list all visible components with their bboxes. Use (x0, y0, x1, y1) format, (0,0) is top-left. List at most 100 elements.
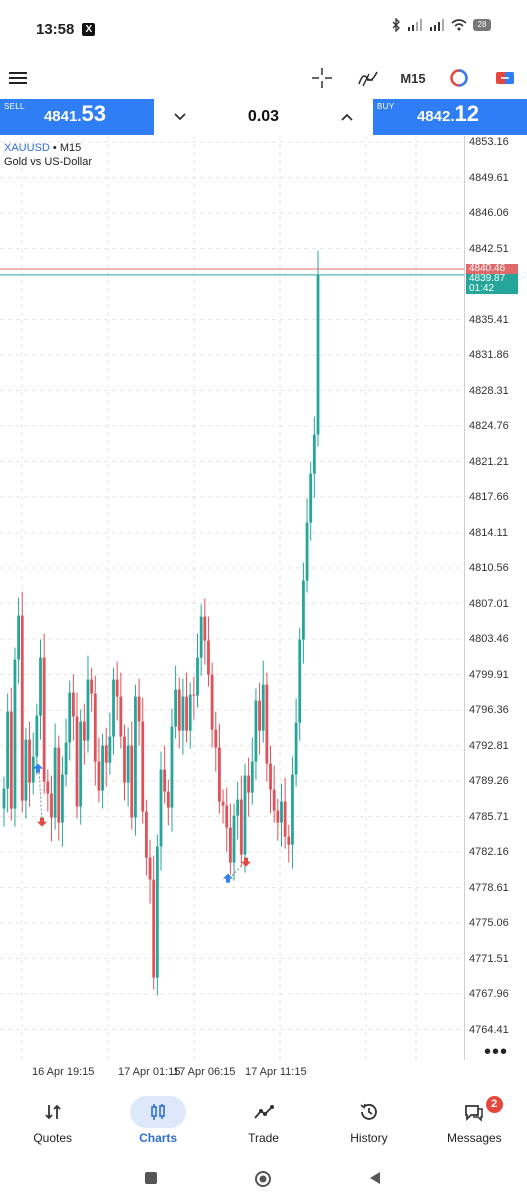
candle-body (20, 615, 24, 801)
candle-body (126, 745, 130, 783)
candle-body (144, 811, 148, 858)
sell-button[interactable]: SELL 4841.53 (0, 99, 154, 135)
candle-body (17, 615, 21, 660)
candle-body (68, 692, 72, 743)
nav-trade-label: Trade (248, 1131, 279, 1145)
one-click-trade-panel: SELL 4841.53 0.03 BUY 4842.12 (0, 99, 527, 135)
candle-body (207, 640, 210, 675)
nav-messages[interactable]: 2 Messages (422, 1092, 527, 1154)
timeframe-label: M15 (400, 70, 426, 86)
candle-body (272, 789, 276, 811)
time-tick-label: 17 Apr 01:15 (118, 1066, 181, 1078)
symbol-header: XAUUSD • M15 (4, 142, 81, 154)
candle-body (291, 774, 294, 845)
candle-body (239, 799, 243, 855)
candle-body (159, 769, 163, 847)
candle-body (247, 775, 251, 793)
price-tick-label: 4814.11 (469, 526, 508, 539)
candle-body (86, 679, 90, 741)
price-axis[interactable]: 4840.46 4839.87 01:42 4853.16 4849.61 4846… (464, 136, 527, 1060)
buy-price: 4842.12 (417, 101, 479, 127)
bluetooth-icon (392, 18, 400, 32)
bottom-navigation: Quotes Charts Trade History 2 Messages (0, 1092, 527, 1154)
price-tick-label: 4807.01 (469, 597, 509, 610)
candle-body (232, 815, 236, 863)
price-tick-label: 4799.91 (469, 668, 509, 681)
candle-body (170, 726, 174, 808)
candle-body (214, 729, 218, 748)
candle-body (301, 580, 305, 640)
recents-square-icon[interactable] (143, 1170, 159, 1191)
one-click-trading-icon[interactable] (494, 58, 516, 98)
candle-body (174, 689, 178, 727)
nav-history[interactable]: History (316, 1092, 421, 1154)
lot-increase-chevron-up-icon[interactable] (339, 109, 355, 125)
price-tick-label: 4803.46 (469, 633, 509, 645)
trade-icon (236, 1096, 292, 1128)
candle-body (177, 689, 181, 731)
nav-messages-label: Messages (446, 1131, 502, 1145)
candle-body (294, 722, 298, 775)
price-tick-label: 4792.81 (469, 739, 509, 752)
status-icons: 28 (391, 18, 491, 32)
price-chart[interactable]: XAUUSD • M15 Gold vs US-Dollar 4840.46 4… (0, 136, 527, 1086)
crosshair-icon[interactable] (310, 58, 334, 98)
candle-body (28, 739, 31, 783)
status-bar: 13:58 X 28 (0, 0, 527, 58)
price-tick-label: 4796.36 (469, 704, 509, 716)
candle-body (196, 657, 199, 696)
candle-body (134, 696, 137, 818)
bid-price-value: 4839.87 (469, 273, 506, 284)
nav-charts[interactable]: Charts (105, 1092, 210, 1154)
time-axis: 16 Apr 19:15 17 Apr 01:15 17 Apr 06:15 17 A… (0, 1066, 464, 1086)
hamburger-menu-icon[interactable] (8, 58, 28, 98)
candle-countdown: 01:42 (469, 283, 495, 294)
nav-trade[interactable]: Trade (211, 1092, 316, 1154)
symbol-separator: • (52, 142, 57, 154)
candle-body (53, 747, 57, 818)
lot-decrease-chevron-down-icon[interactable] (172, 109, 188, 125)
candle-body (97, 761, 101, 791)
price-tick-label: 4824.76 (469, 420, 509, 432)
price-tick-label: 4828.31 (469, 384, 509, 397)
objects-ring-icon[interactable] (447, 58, 471, 98)
more-options-dots-icon[interactable]: ••• (484, 1041, 509, 1063)
price-tick-label: 4831.86 (469, 349, 509, 361)
price-tick-label: 4782.16 (469, 846, 509, 858)
lot-size-value[interactable]: 0.03 (247, 108, 280, 125)
candle-body (24, 739, 28, 801)
buy-button[interactable]: BUY 4842.12 (373, 99, 527, 135)
history-icon (341, 1096, 397, 1128)
candle-body (79, 721, 83, 807)
candle-body (269, 763, 272, 790)
back-triangle-icon[interactable] (367, 1170, 383, 1191)
candle-body (225, 805, 229, 828)
sell-trade-marker (37, 817, 47, 827)
timeframe-button[interactable]: M15 (398, 58, 428, 98)
price-tick-label: 4842.51 (469, 242, 509, 255)
candlestick-chart[interactable] (0, 136, 464, 1060)
nav-quotes[interactable]: Quotes (0, 1092, 105, 1154)
candle-body (228, 827, 232, 863)
price-tick-label: 4849.61 (469, 171, 509, 184)
candle-body (46, 781, 50, 794)
price-tick-label: 4817.66 (469, 491, 509, 503)
time-tick-label: 17 Apr 11:15 (245, 1066, 307, 1078)
candle-body (312, 434, 316, 474)
candle-body (39, 657, 42, 716)
indicators-icon[interactable] (356, 58, 380, 98)
chart-toolbar: M15 (0, 58, 527, 98)
candle-body (155, 846, 159, 978)
candle-body (250, 761, 254, 793)
candle-body (265, 684, 269, 764)
candle-body (2, 788, 6, 809)
candle-body (57, 747, 61, 823)
candle-body (280, 801, 283, 823)
candle-body (112, 679, 115, 737)
candle-body (115, 679, 119, 697)
candle-body (6, 711, 10, 789)
symbol-name: XAUUSD (4, 142, 50, 154)
home-circle-icon[interactable] (254, 1170, 272, 1193)
sell-price-main: 4841. (43, 108, 82, 125)
sell-price: 4841.53 (44, 101, 106, 127)
